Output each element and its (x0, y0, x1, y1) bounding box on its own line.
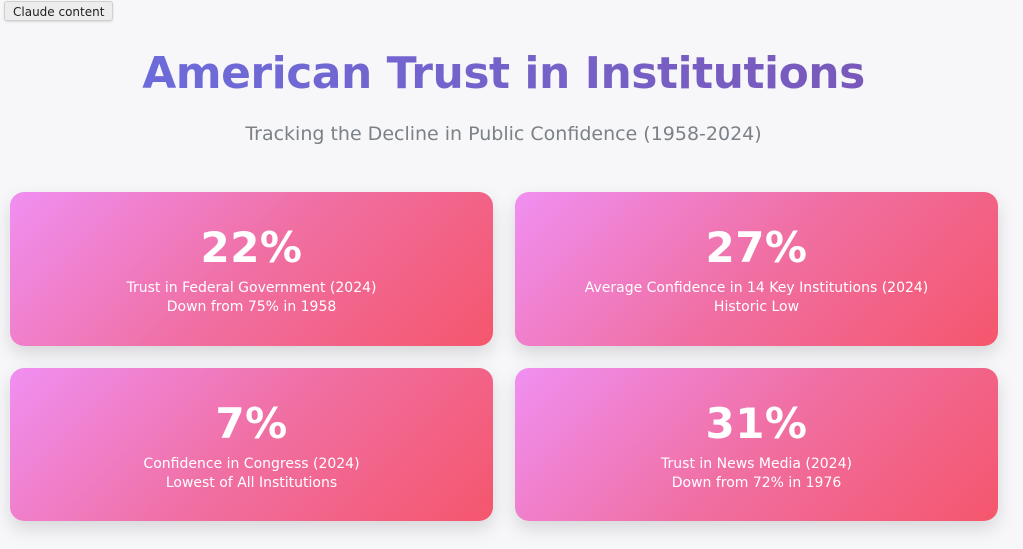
stat-note: Lowest of All Institutions (165, 475, 338, 491)
stat-card-news-media: 31% Trust in News Media (2024) Down from… (515, 368, 998, 521)
stat-label: Confidence in Congress (2024) (143, 456, 360, 472)
stat-note: Historic Low (713, 299, 800, 315)
page-title: American Trust in Institutions (0, 44, 1007, 104)
stat-label: Trust in News Media (2024) (661, 456, 852, 472)
page-subtitle: Tracking the Decline in Public Confidenc… (245, 123, 762, 145)
stat-value: 27% (705, 223, 808, 272)
stat-card-federal-government: 22% Trust in Federal Government (2024) D… (10, 192, 493, 346)
stat-value: 22% (200, 223, 303, 272)
claude-content-tag[interactable]: Claude content (4, 1, 114, 21)
stat-card-key-institutions: 27% Average Confidence in 14 Key Institu… (515, 192, 998, 346)
stat-value: 31% (705, 399, 808, 448)
stat-label: Average Confidence in 14 Key Institution… (584, 280, 929, 296)
stat-card-congress: 7% Confidence in Congress (2024) Lowest … (10, 368, 493, 521)
stat-label: Trust in Federal Government (2024) (126, 280, 377, 296)
stat-note: Down from 75% in 1958 (166, 299, 337, 315)
stat-note: Down from 72% in 1976 (671, 475, 842, 491)
stat-value: 7% (215, 399, 288, 448)
